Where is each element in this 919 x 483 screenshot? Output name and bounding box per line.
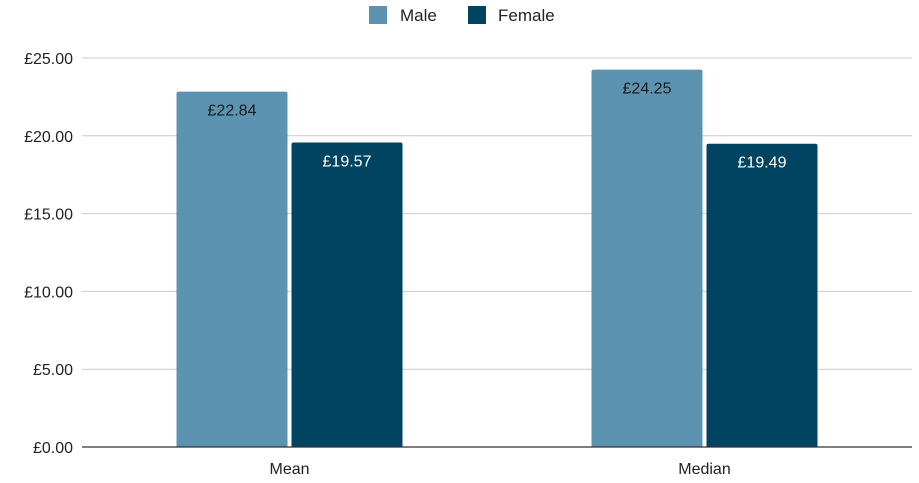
y-tick-label: £5.00 <box>33 362 73 379</box>
y-tick-label: £20.00 <box>24 129 73 146</box>
y-tick-label: £15.00 <box>24 207 73 224</box>
bar-female-mean <box>291 142 403 448</box>
bar-male-mean <box>176 91 288 448</box>
legend-label-female: Female <box>498 6 555 25</box>
bar-male-median <box>591 69 703 448</box>
y-tick-label: £0.00 <box>33 440 73 457</box>
data-label-male-mean: £22.84 <box>208 103 257 120</box>
x-category-label-mean: Mean <box>269 461 309 478</box>
y-axis-ticks: £0.00 £5.00 £10.00 £15.00 £20.00 £25.00 <box>24 51 73 457</box>
legend: Male Female <box>369 6 555 25</box>
bars <box>176 69 818 448</box>
y-tick-label: £25.00 <box>24 51 73 68</box>
data-label-female-mean: £19.57 <box>323 153 372 170</box>
data-label-female-median: £19.49 <box>738 155 787 172</box>
x-category-label-median: Median <box>678 461 730 478</box>
legend-swatch-male <box>369 6 387 24</box>
x-axis-categories: Mean Median <box>269 461 730 478</box>
data-labels: £22.84 £19.57 £24.25 £19.49 <box>208 81 787 172</box>
y-tick-label: £10.00 <box>24 284 73 301</box>
data-label-male-median: £24.25 <box>623 81 672 98</box>
legend-label-male: Male <box>400 6 437 25</box>
bar-female-median <box>706 143 818 447</box>
legend-swatch-female <box>468 6 486 24</box>
